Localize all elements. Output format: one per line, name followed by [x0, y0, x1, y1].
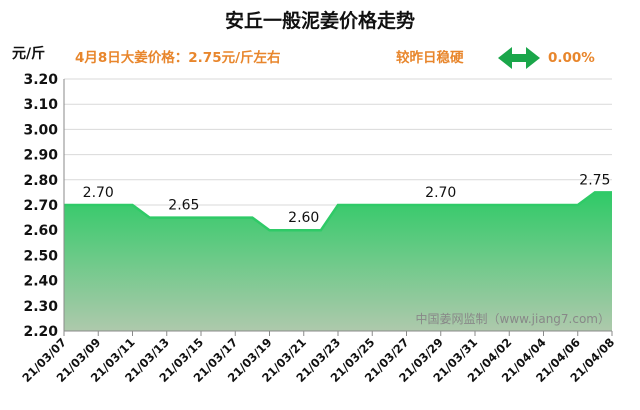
y-ticks: 3.20 3.10 3.00 2.90 2.80 2.70 2.60 2.50 2.40 2.30… — [23, 72, 58, 340]
change-percent: 0.00% — [548, 50, 595, 66]
data-label: 2.75 — [579, 172, 610, 188]
price-area — [64, 191, 612, 331]
double-arrow-icon — [498, 47, 540, 69]
data-label: 2.70 — [425, 185, 456, 201]
chart-title: 安丘一般泥姜价格走势 — [225, 9, 415, 32]
y-tick-label: 2.90 — [23, 148, 58, 164]
y-tick-label: 2.60 — [23, 223, 58, 239]
y-tick-label: 3.00 — [23, 122, 58, 138]
watermark: 中国姜网监制（www.jiang7.com） — [416, 311, 610, 326]
y-axis-label: 元/斤 — [12, 45, 45, 62]
price-info-text: 4月8日大姜价格：2.75元/斤左右 — [75, 49, 281, 66]
y-tick-label: 3.10 — [23, 97, 58, 113]
y-tick-label: 2.20 — [23, 324, 58, 340]
y-tick-label: 2.80 — [23, 173, 58, 189]
y-tick-label: 2.30 — [23, 299, 58, 315]
x-ticks: 21/03/0721/03/0921/03/1121/03/1321/03/15… — [19, 331, 617, 385]
data-labels: 2.70 2.65 2.60 2.70 2.75 — [83, 172, 611, 226]
data-label: 2.60 — [288, 210, 319, 226]
compare-text: 较昨日稳硬 — [396, 49, 464, 66]
y-tick-label: 2.50 — [23, 248, 58, 264]
data-label: 2.70 — [83, 185, 114, 201]
y-tick-label: 2.70 — [23, 198, 58, 214]
price-line — [64, 191, 612, 232]
y-tick-label: 3.20 — [23, 72, 58, 88]
price-area-fill — [64, 192, 612, 331]
data-label: 2.65 — [168, 198, 199, 214]
y-tick-label: 2.40 — [23, 274, 58, 290]
